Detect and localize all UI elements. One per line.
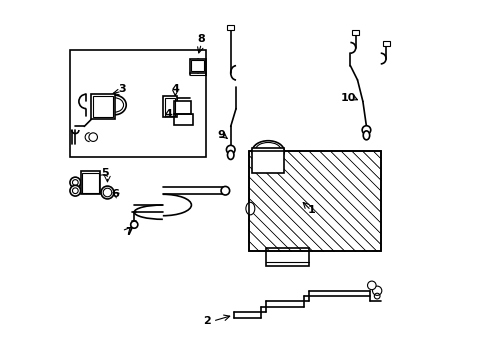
Bar <box>92 94 115 119</box>
Ellipse shape <box>256 143 281 157</box>
Bar <box>163 96 177 117</box>
Bar <box>70 50 206 157</box>
Circle shape <box>362 126 371 134</box>
Circle shape <box>226 145 235 154</box>
Circle shape <box>221 186 230 195</box>
Text: 5: 5 <box>101 168 109 178</box>
Text: 1: 1 <box>307 205 315 215</box>
Ellipse shape <box>227 150 234 159</box>
Ellipse shape <box>246 202 255 215</box>
Text: 7: 7 <box>125 227 133 237</box>
Text: 4: 4 <box>172 84 179 94</box>
Bar <box>248 152 381 251</box>
Bar <box>93 96 113 117</box>
Text: 3: 3 <box>118 84 125 94</box>
Text: 8: 8 <box>197 34 205 44</box>
Circle shape <box>372 286 382 296</box>
Bar <box>192 60 204 71</box>
Bar <box>82 173 98 193</box>
Ellipse shape <box>252 141 284 162</box>
Bar <box>267 248 309 266</box>
Text: 6: 6 <box>112 189 120 199</box>
Text: 4: 4 <box>164 109 172 119</box>
Bar <box>190 59 206 73</box>
Text: 9: 9 <box>218 130 226 140</box>
Bar <box>173 102 192 114</box>
Bar <box>248 152 381 251</box>
Text: 2: 2 <box>204 316 211 326</box>
Circle shape <box>131 221 138 228</box>
Bar <box>173 114 193 125</box>
Circle shape <box>70 185 81 196</box>
Circle shape <box>368 281 376 290</box>
Bar <box>383 41 390 46</box>
Ellipse shape <box>363 131 369 140</box>
Bar <box>165 98 175 116</box>
Bar <box>352 30 359 35</box>
Ellipse shape <box>103 95 126 115</box>
Circle shape <box>101 186 114 199</box>
Bar <box>227 24 234 30</box>
Bar <box>252 148 284 173</box>
Circle shape <box>70 177 81 188</box>
Text: 4: 4 <box>172 84 179 94</box>
Text: 10: 10 <box>341 93 356 103</box>
Circle shape <box>89 133 98 141</box>
Bar <box>81 171 100 194</box>
